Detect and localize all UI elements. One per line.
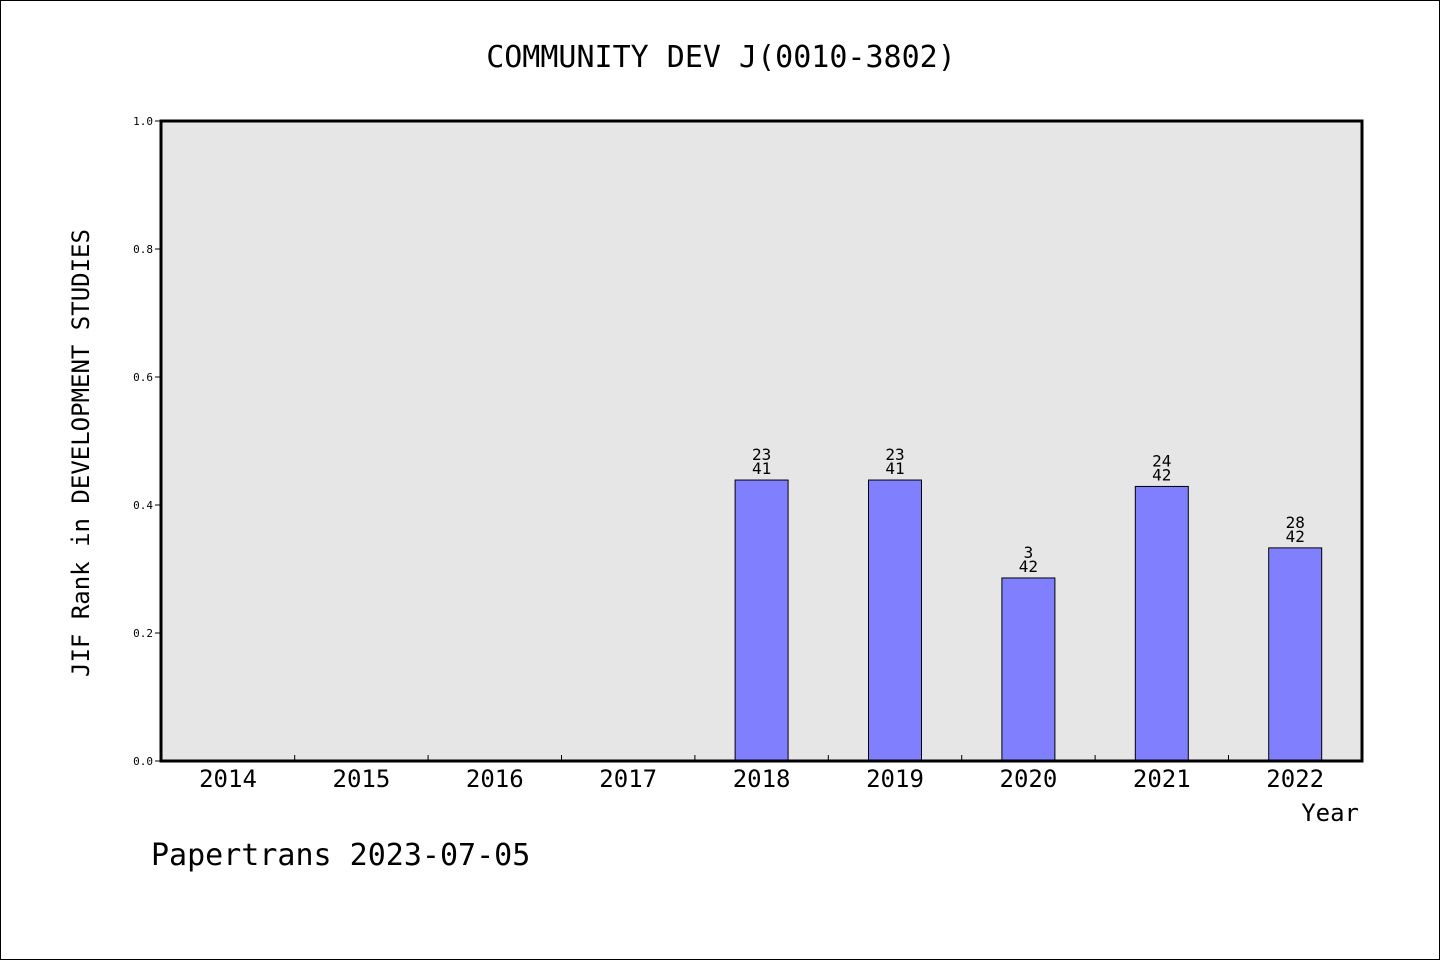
bar-label-rank: 28	[1286, 513, 1305, 532]
x-tick-label: 2020	[1000, 765, 1058, 793]
bar-2019	[868, 479, 922, 762]
y-axis-label: JIF Rank in DEVELOPMENT STUDIES	[67, 229, 95, 677]
x-tick-label: 2022	[1266, 765, 1324, 793]
x-tick-label: 2018	[733, 765, 791, 793]
bar-label-total: 42	[1152, 465, 1171, 484]
y-tick-label: 0.2	[133, 627, 153, 640]
bars	[734, 479, 1323, 762]
bar-label-total: 42	[1286, 527, 1305, 546]
bar-label-rank: 24	[1152, 451, 1171, 470]
bar-2021	[1134, 485, 1189, 762]
bar-2022	[1268, 547, 1323, 762]
bar-label-rank: 23	[752, 445, 771, 464]
x-tick-label: 2019	[866, 765, 924, 793]
plot-border	[159, 119, 1364, 763]
bar-label-total: 41	[752, 459, 771, 478]
bar-2020	[1001, 577, 1056, 762]
footer-text: Papertrans 2023-07-05	[151, 838, 530, 873]
x-tick-label: 2021	[1133, 765, 1191, 793]
chart-title: COMMUNITY DEV J(0010-3802)	[486, 40, 956, 75]
y-tick-label: 0.8	[133, 243, 153, 256]
x-tick-label: 2016	[466, 765, 524, 793]
y-axis-ticks: 0.0 0.2 0.4 0.6 0.8 1.0	[133, 115, 161, 768]
bar-2018	[734, 479, 789, 762]
x-tick-label: 2015	[333, 765, 391, 793]
x-axis-label: Year	[1301, 799, 1359, 827]
y-tick-label: 0.0	[133, 755, 153, 768]
bar-label-rank: 23	[885, 445, 904, 464]
x-axis-ticks: 2014 2015 2016 2017 2018 2019 2020 2021 2022	[199, 755, 1324, 793]
x-tick-label: 2014	[199, 765, 257, 793]
y-tick-label: 0.4	[133, 499, 153, 512]
x-tick-label: 2017	[599, 765, 657, 793]
bar-label-rank: 3	[1024, 543, 1034, 562]
bar-label-total: 41	[885, 459, 904, 478]
bar-label-total: 42	[1019, 557, 1038, 576]
y-tick-label: 0.6	[133, 371, 153, 384]
y-tick-label: 1.0	[133, 115, 153, 128]
